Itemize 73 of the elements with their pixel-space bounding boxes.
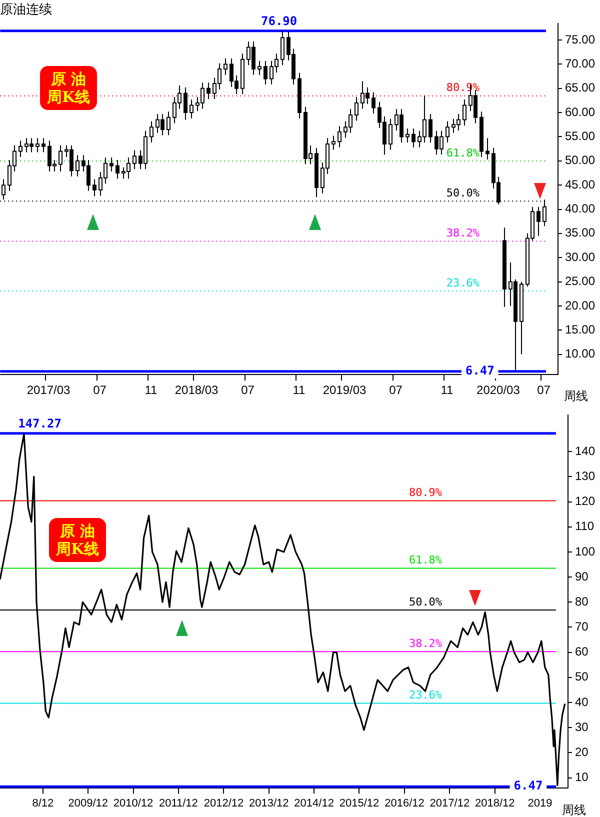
annotation: 周K线 — [56, 540, 100, 558]
y-tick-label: 15.00 — [564, 322, 596, 336]
x-tick-label: 07 — [93, 383, 107, 398]
y-tick-label: 55.00 — [564, 129, 596, 144]
annotation: 38.2% — [408, 637, 442, 650]
y-tick-label: 10 — [574, 770, 589, 784]
y-tick-label: 20.00 — [564, 298, 596, 312]
x-tick-label: 2013/12 — [249, 797, 289, 810]
x-tick-label: 2009/12 — [68, 797, 108, 810]
x-tick-label: 11 — [440, 383, 454, 398]
x-tick-label: 2019 — [528, 797, 552, 810]
label-badge: 原 油 周K线 — [49, 518, 106, 562]
annotation: 原 油 — [50, 70, 88, 88]
y-tick-label: 110 — [574, 519, 594, 534]
y-tick-label: 100 — [574, 544, 596, 558]
y-tick-label: 40 — [574, 694, 589, 709]
x-tick-label: 2020/03 — [476, 383, 520, 398]
y-tick-label: 10.00 — [564, 346, 596, 361]
x-tick-label: 2017/12 — [430, 797, 470, 810]
ref-line-label: 6.47 — [465, 363, 494, 378]
x-tick-label: 2018/03 — [174, 383, 219, 398]
x-tick-label: 2015/12 — [339, 797, 380, 810]
y-tick-label: 30.00 — [564, 250, 596, 264]
x-tick-label: 2019/03 — [322, 383, 367, 398]
x-tick-label: 07 — [389, 383, 403, 398]
x-tick-label: 11 — [144, 383, 158, 398]
x-tick-label: 2017/03 — [26, 383, 71, 398]
x-tick-label: 07 — [537, 383, 551, 398]
annotation: 80.9% — [408, 486, 442, 500]
x-tick-label: 2014/12 — [294, 797, 334, 810]
annotation: 周K线 — [47, 88, 90, 106]
y-tick-label: 120 — [574, 494, 596, 508]
annotation: 原 油 — [58, 522, 96, 540]
y-tick-label: 50.00 — [564, 153, 596, 168]
x-tick-label: 8/12 — [32, 797, 54, 810]
y-tick-label: 45.00 — [564, 177, 596, 192]
annotation: 23.6% — [446, 276, 480, 290]
annotation: 23.6% — [408, 688, 442, 702]
y-tick-label: 140 — [574, 444, 596, 458]
text: 周线 — [562, 802, 586, 817]
annotation: 38.2% — [446, 226, 480, 240]
y-tick-label: 20 — [574, 744, 589, 759]
x-tick-label: 11 — [292, 383, 306, 398]
x-tick-label: 2016/12 — [384, 797, 424, 810]
chart-title: 原油连续 — [0, 1, 52, 16]
y-tick-label: 80 — [574, 594, 589, 608]
y-tick-label: 60.00 — [564, 104, 596, 119]
y-tick-label: 70 — [574, 620, 589, 634]
y-tick-label: 65.00 — [564, 80, 596, 95]
x-tick-label: 2010/12 — [113, 797, 154, 810]
x-tick-label: 2011/12 — [158, 797, 198, 810]
y-tick-label: 90 — [574, 569, 589, 584]
y-tick-label: 30 — [574, 720, 589, 734]
y-tick-label: 35.00 — [564, 226, 596, 240]
x-tick-label: 2018/12 — [474, 797, 515, 810]
text: 周线 — [564, 388, 588, 405]
y-tick-label: 25.00 — [564, 274, 596, 288]
annotation: 61.8% — [408, 554, 442, 567]
x-tick-label: 2012/12 — [204, 797, 244, 810]
y-tick-label: 60 — [574, 644, 589, 659]
annotation: 50.0% — [408, 595, 442, 608]
y-tick-label: 40.00 — [564, 202, 596, 216]
y-tick-label: 70.00 — [564, 56, 596, 71]
label-badge: 原 油 周K线 — [40, 66, 98, 110]
y-tick-label: 75.00 — [564, 32, 596, 46]
annotation: 61.8% — [446, 146, 480, 160]
y-tick-label: 50 — [574, 670, 589, 684]
x-tick-label: 07 — [241, 383, 255, 398]
annotation: 50.0% — [446, 186, 480, 200]
y-tick-label: 130 — [574, 468, 596, 483]
ref-line-label: 6.47 — [514, 778, 543, 793]
ref-line-label: 147.27 — [18, 416, 62, 430]
ref-line-label: 76.90 — [261, 14, 298, 28]
